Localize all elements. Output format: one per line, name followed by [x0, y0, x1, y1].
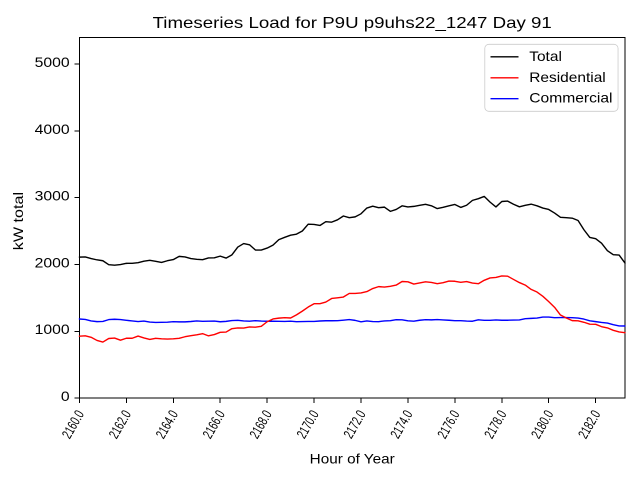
svg-text:2162.0: 2162.0 [105, 407, 134, 441]
svg-text:5000: 5000 [35, 54, 70, 70]
svg-text:kW total: kW total [10, 192, 26, 250]
svg-text:Hour of Year: Hour of Year [310, 450, 395, 466]
svg-text:2176.0: 2176.0 [434, 407, 463, 441]
svg-text:2160.0: 2160.0 [58, 407, 87, 441]
svg-text:1000: 1000 [35, 321, 70, 337]
svg-text:2168.0: 2168.0 [246, 407, 275, 441]
svg-text:4000: 4000 [35, 121, 70, 137]
svg-text:0: 0 [61, 388, 70, 404]
svg-text:2178.0: 2178.0 [481, 407, 510, 441]
svg-text:2170.0: 2170.0 [293, 407, 322, 441]
svg-text:3000: 3000 [35, 188, 70, 204]
svg-text:2164.0: 2164.0 [152, 407, 181, 441]
svg-text:2180.0: 2180.0 [528, 407, 557, 441]
svg-text:2166.0: 2166.0 [199, 407, 228, 441]
svg-text:Total: Total [529, 48, 562, 64]
svg-text:2172.0: 2172.0 [340, 407, 369, 441]
svg-text:2174.0: 2174.0 [387, 407, 416, 441]
svg-text:2000: 2000 [35, 254, 70, 270]
svg-text:2182.0: 2182.0 [575, 407, 604, 441]
svg-text:Commercial: Commercial [529, 90, 612, 106]
svg-text:Residential: Residential [529, 69, 606, 85]
svg-text:Timeseries Load for P9U p9uhs2: Timeseries Load for P9U p9uhs22_1247 Day… [153, 14, 552, 32]
